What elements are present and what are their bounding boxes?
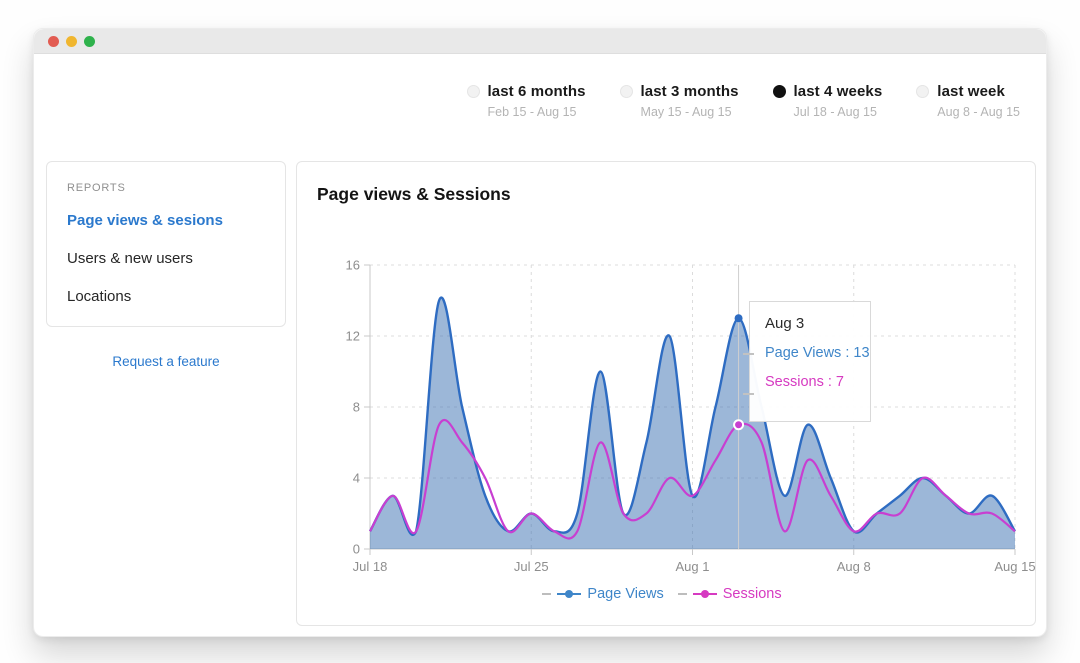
tooltip-tick-pageviews (743, 353, 754, 355)
pageviews-area (370, 297, 1015, 549)
time-range-label: last 3 months (640, 83, 739, 100)
radio-icon[interactable] (619, 85, 633, 98)
time-range-label: last week (937, 83, 1005, 100)
pageviews-point-marker (734, 314, 743, 323)
sidebar-items: Page views & sesions Users & new users Loc… (67, 212, 265, 305)
time-range-option-last-4-weeks[interactable]: last 4 weeks Jul 18 - Aug 15 (772, 83, 883, 119)
radio-icon[interactable] (916, 85, 930, 98)
tooltip-sessions-value: Sessions : 7 (765, 374, 844, 390)
time-range-dates: May 15 - Aug 15 (640, 105, 732, 119)
tooltip-pageviews-value: Page Views : 13 (765, 345, 870, 361)
sessions-point-marker (733, 419, 745, 431)
time-range-option-last-6-months[interactable]: last 6 months Feb 15 - Aug 15 (466, 83, 586, 119)
x-tick-label: Aug 8 (837, 559, 871, 574)
app-window: last 6 months Feb 15 - Aug 15 last 3 month… (33, 28, 1047, 637)
x-tick-label: Jul 25 (514, 559, 549, 574)
chart-title: Page views & Sessions (317, 184, 511, 204)
y-tick-label: 16 (346, 258, 360, 273)
sidebar-item-page-views-sesions[interactable]: Page views & sesions (67, 212, 223, 229)
y-tick-label: 4 (353, 471, 360, 486)
legend-dash (542, 593, 552, 595)
x-tick-label: Aug 15 (994, 559, 1035, 574)
time-range-label: last 4 weeks (793, 83, 883, 100)
tooltip-date: Aug 3 (765, 315, 805, 332)
y-tick-label: 8 (353, 400, 360, 415)
legend-dash (677, 593, 687, 595)
x-tick-label: Jul 18 (353, 559, 388, 574)
reports-section-label: REPORTS (67, 182, 126, 194)
radio-icon[interactable] (466, 85, 480, 98)
sessions-line (369, 418, 1016, 540)
pageviews-sessions-chart[interactable]: 0 4 8 12 16 Jul 18 Jul 25 Aug 1 Aug 8 Aug 15 (297, 252, 1037, 588)
tooltip-tick-sessions (743, 393, 754, 395)
time-range-label: last 6 months (487, 83, 586, 100)
time-range-option-last-week[interactable]: last week Aug 8 - Aug 15 (916, 83, 1020, 119)
legend-marker-icon (692, 589, 717, 599)
chart-card: Page views & Sessions 0 4 8 12 16 Jul 18 Jul 2… (296, 161, 1036, 626)
sidebar-item-users-new-users[interactable]: Users & new users (67, 250, 193, 267)
sidebar-item-locations[interactable]: Locations (67, 288, 132, 305)
radio-icon[interactable] (772, 85, 786, 98)
zoom-button-icon[interactable] (84, 35, 95, 47)
request-a-feature-link[interactable]: Request a feature (112, 354, 220, 369)
y-tick-label: 0 (353, 542, 360, 557)
time-range-group: last 6 months Feb 15 - Aug 15 last 3 month… (466, 83, 1020, 119)
legend-item-page-views[interactable]: Page Views (587, 586, 664, 602)
time-range-option-last-3-months[interactable]: last 3 months May 15 - Aug 15 (619, 83, 739, 119)
x-tick-label: Aug 1 (676, 559, 710, 574)
time-range-dates: Aug 8 - Aug 15 (937, 105, 1020, 119)
time-range-dates: Jul 18 - Aug 15 (793, 105, 877, 119)
chart-tooltip: Aug 3 Page Views : 13 Sessions : 7 (743, 301, 871, 422)
close-button-icon[interactable] (48, 35, 59, 47)
y-tick-label: 12 (346, 329, 360, 344)
minimize-button-icon[interactable] (66, 35, 77, 47)
legend-marker-icon (557, 589, 582, 599)
time-range-dates: Feb 15 - Aug 15 (487, 105, 577, 119)
pageviews-line (368, 296, 1017, 536)
chart-legend: Page Views Sessions (297, 586, 1035, 602)
reports-sidebar: REPORTS Page views & sesions Users & new … (46, 161, 286, 327)
legend-item-sessions[interactable]: Sessions (722, 586, 782, 602)
window-titlebar (34, 29, 1046, 54)
